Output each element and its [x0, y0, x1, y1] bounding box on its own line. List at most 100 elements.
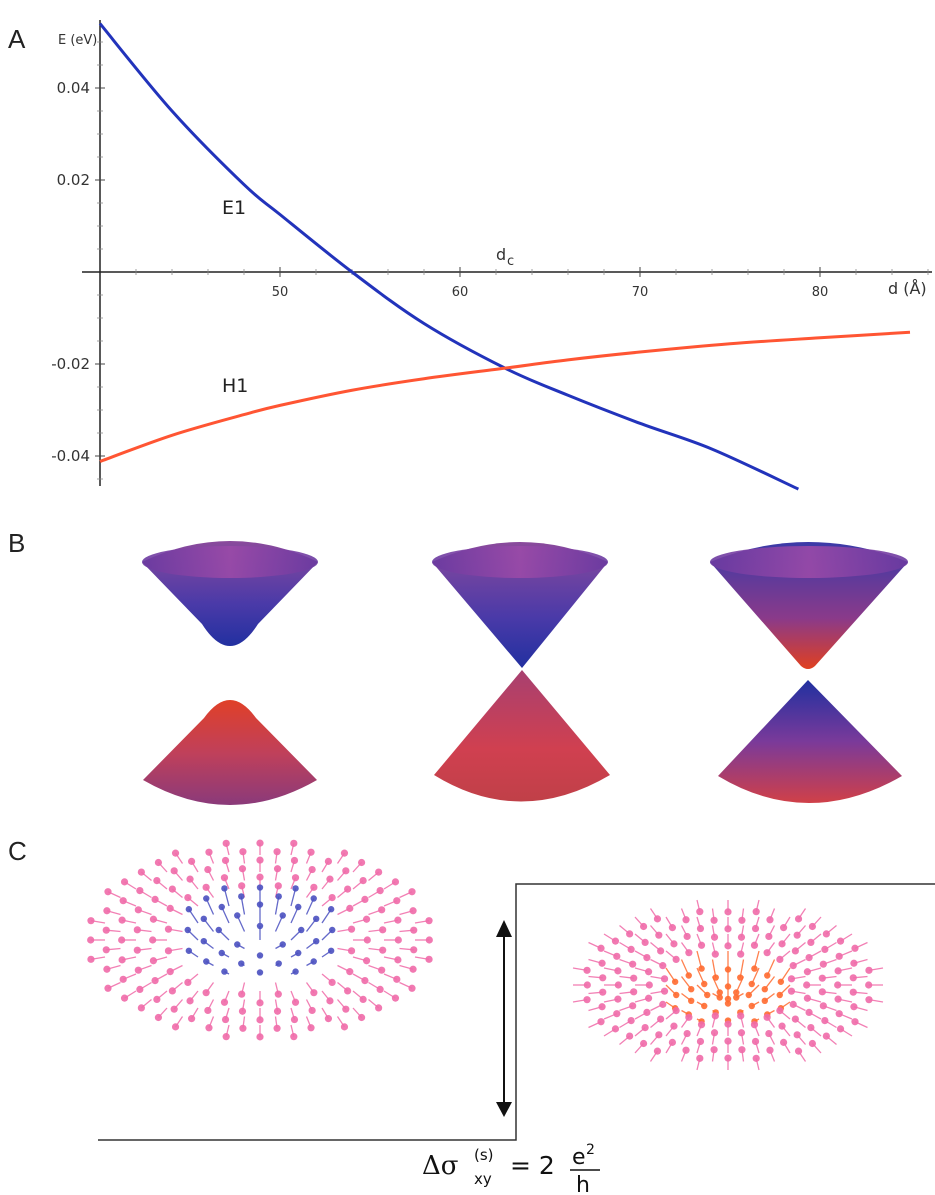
- spin-arrow-stem: [218, 929, 230, 941]
- spin-arrow-head: [793, 1031, 801, 1039]
- spin-arrow-head: [779, 924, 788, 932]
- spin-arrow-stem: [680, 959, 690, 976]
- spin-arrow-stem: [792, 1003, 806, 1012]
- upper-cone-middle: [432, 542, 608, 668]
- spin-arrow-stem: [696, 1024, 703, 1037]
- spin-arrow-stem: [275, 943, 284, 950]
- spin-arrow-head: [361, 895, 369, 904]
- spin-arrow-stem: [711, 1032, 716, 1045]
- spin-arrow-head: [836, 937, 845, 945]
- spin-arrow-stem: [619, 924, 631, 935]
- spin-arrow-head: [819, 960, 827, 968]
- spin-arrow-stem: [399, 910, 414, 916]
- spin-arrow-stem: [140, 998, 152, 1009]
- spin-arrow-head: [340, 1023, 349, 1031]
- spin-arrow-head: [187, 1015, 196, 1023]
- spin-arrow-stem: [321, 908, 332, 924]
- spin-arrow-stem: [634, 1027, 646, 1037]
- spin-arrow-stem: [650, 1003, 664, 1012]
- spin-arrow-head: [778, 940, 786, 948]
- spin-arrow-stem: [138, 909, 152, 916]
- spin-arrow-head: [751, 1037, 760, 1046]
- spin-arrow-head: [279, 941, 286, 948]
- spin-arrow-head: [256, 856, 264, 864]
- spin-arrow-head: [344, 987, 352, 995]
- spin-arrow-stem: [223, 990, 230, 1003]
- spin-arrow-head: [733, 989, 740, 996]
- spin-arrow-stem: [240, 896, 246, 915]
- spin-arrow-stem: [837, 998, 853, 1003]
- spin-arrow-stem: [352, 918, 367, 924]
- cone-pair-left: [142, 541, 318, 805]
- cone-pair-right: [710, 542, 908, 803]
- crossing-label: d: [496, 245, 506, 264]
- spin-arrow-head: [724, 925, 732, 933]
- spin-arrow-stem: [634, 916, 645, 927]
- spin-arrow-head: [851, 1018, 859, 1026]
- spin-arrow-stem: [588, 941, 602, 949]
- spin-arrow-stem: [208, 851, 215, 864]
- spin-arrow-head: [394, 936, 402, 944]
- spin-arrow-stem: [224, 1007, 230, 1020]
- spin-arrow-head: [221, 968, 228, 975]
- spin-arrow-stem: [306, 940, 317, 950]
- spin-arrow-stem: [783, 1042, 791, 1054]
- spin-arrow-head: [87, 936, 95, 944]
- spin-arrow-stem: [368, 871, 380, 882]
- spin-arrow-head: [346, 904, 354, 912]
- spin-arrow-head: [87, 917, 95, 925]
- spin-arrow-head: [391, 994, 400, 1002]
- spin-arrow-stem: [854, 1021, 868, 1029]
- spin-arrow-head: [202, 883, 210, 891]
- spin-arrow-stem: [603, 1028, 616, 1037]
- spin-arrow-head: [133, 946, 141, 954]
- spin-arrow-stem: [121, 956, 137, 961]
- spin-arrow-stem: [140, 871, 152, 882]
- spin-arrow-head: [391, 878, 400, 886]
- spin-arrow-head: [777, 978, 785, 985]
- spin-arrow-stem: [588, 1021, 602, 1029]
- chart-axes: 50 60 70 80 0.04 0.02 -0.02 -0.04 E (eV) d (Å) d c: [51, 20, 932, 486]
- spin-arrow-stem: [224, 971, 230, 975]
- spin-arrow-stem: [274, 1016, 278, 1029]
- spin-arrow-head: [696, 1037, 705, 1046]
- spin-arrow-head: [822, 1032, 830, 1040]
- formula-numerator: e: [572, 1145, 586, 1170]
- spin-arrow-stem: [619, 991, 634, 995]
- spin-arrow-stem: [168, 947, 183, 952]
- spin-arrow-stem: [352, 1007, 363, 1018]
- spin-arrow-stem: [665, 967, 676, 983]
- spin-arrow-stem: [696, 1058, 701, 1071]
- spin-arrow-stem: [796, 1034, 806, 1045]
- spin-arrow-head: [701, 1002, 708, 1010]
- spin-arrow-stem: [203, 940, 214, 950]
- spin-arrow-stem: [588, 958, 603, 964]
- spin-arrow-head: [359, 877, 367, 885]
- spin-arrow-head: [787, 987, 796, 995]
- spin-arrow-head: [409, 965, 417, 973]
- spin-arrow-stem: [352, 973, 366, 982]
- spin-arrow-head: [308, 1006, 316, 1015]
- spin-arrow-stem: [153, 918, 168, 924]
- spin-arrow-stem: [665, 950, 677, 960]
- spin-arrow-stem: [191, 1007, 199, 1019]
- spin-arrow-head: [645, 981, 653, 989]
- spin-arrow-head: [751, 1018, 758, 1025]
- spin-arrow-head: [778, 1022, 786, 1030]
- spin-arrow-stem: [187, 929, 199, 941]
- spin-arrow-stem: [711, 959, 717, 978]
- spin-arrow-stem: [838, 1013, 853, 1020]
- spin-arrow-head: [818, 988, 826, 996]
- spin-arrow-head: [724, 995, 732, 1003]
- spin-arrow-head: [803, 981, 811, 989]
- spin-arrow-stem: [208, 1016, 215, 1029]
- spin-arrow-head: [834, 981, 842, 989]
- spin-arrow-stem: [368, 981, 381, 990]
- spin-arrow-stem: [868, 999, 884, 1003]
- spin-arrow-stem: [241, 982, 246, 995]
- spin-arrow-head: [149, 957, 158, 965]
- spin-arrow-stem: [680, 1016, 690, 1028]
- spin-arrow-stem: [807, 997, 822, 1003]
- spin-arrow-head: [737, 933, 746, 941]
- spin-arrow-stem: [739, 1009, 744, 1014]
